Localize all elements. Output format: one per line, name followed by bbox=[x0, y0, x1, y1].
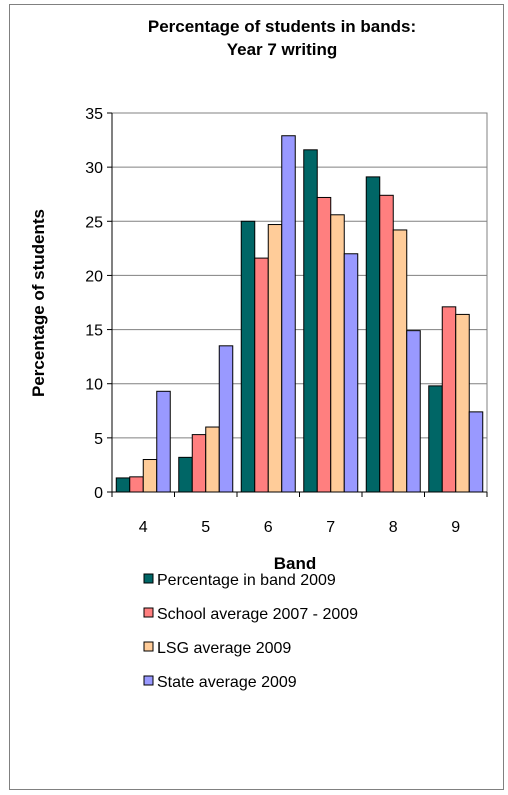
y-tick-label: 10 bbox=[85, 377, 103, 394]
bar bbox=[205, 426, 220, 493]
x-tick-label: 6 bbox=[264, 519, 273, 536]
bar bbox=[379, 194, 394, 493]
y-tick-label: 0 bbox=[94, 485, 103, 502]
bar bbox=[254, 257, 269, 493]
bar bbox=[267, 224, 283, 493]
bar bbox=[115, 477, 131, 493]
y-tick-labels: 0 5 10 15 20 25 30 35 bbox=[85, 106, 112, 502]
legend: Percentage in band 2009 School average 20… bbox=[143, 572, 358, 691]
bar bbox=[281, 135, 296, 493]
y-tick-label: 5 bbox=[94, 431, 103, 448]
x-tick-label: 4 bbox=[139, 519, 148, 536]
legend-label: LSG average 2009 bbox=[157, 640, 291, 657]
x-tick-label: 5 bbox=[201, 519, 210, 536]
x-tick-label: 9 bbox=[451, 519, 460, 536]
legend-swatch bbox=[143, 675, 154, 686]
chart-title-line-2: Year 7 writing bbox=[227, 40, 338, 59]
bar bbox=[303, 149, 318, 493]
x-axis-title: Band bbox=[274, 554, 317, 573]
bar bbox=[406, 330, 421, 493]
bar bbox=[142, 459, 158, 493]
chart-title: Percentage of students in bands: Year 7 … bbox=[148, 17, 416, 59]
bars bbox=[115, 135, 484, 493]
bar bbox=[178, 456, 193, 493]
bar bbox=[218, 345, 234, 493]
y-tick-label: 15 bbox=[85, 323, 103, 340]
bar bbox=[316, 196, 332, 493]
y-tick-label: 20 bbox=[85, 268, 103, 285]
bar bbox=[365, 176, 381, 493]
bar bbox=[240, 220, 256, 493]
y-tick-label: 25 bbox=[85, 214, 103, 231]
legend-label: State average 2009 bbox=[157, 674, 297, 691]
bar bbox=[392, 229, 408, 493]
bar bbox=[330, 214, 345, 493]
y-axis-title: Percentage of students bbox=[29, 209, 48, 397]
bar bbox=[468, 411, 484, 493]
y-tick-label: 35 bbox=[85, 106, 103, 123]
chart-title-line-1: Percentage of students in bands: bbox=[148, 17, 416, 36]
legend-swatch bbox=[143, 607, 154, 618]
bar bbox=[343, 253, 359, 493]
y-tick-label: 30 bbox=[85, 160, 103, 177]
legend-label: School average 2007 - 2009 bbox=[157, 606, 358, 623]
legend-label: Percentage in band 2009 bbox=[157, 572, 336, 589]
bar bbox=[428, 385, 443, 493]
bar bbox=[191, 434, 207, 493]
legend-swatch bbox=[143, 573, 154, 584]
bar bbox=[129, 476, 144, 493]
x-tick-label: 8 bbox=[389, 519, 398, 536]
x-tick-labels: 4 5 6 7 8 9 bbox=[111, 492, 488, 536]
bar bbox=[156, 390, 171, 493]
legend-swatch bbox=[143, 641, 154, 652]
bar bbox=[455, 313, 470, 493]
bar bbox=[441, 306, 457, 493]
x-tick-label: 7 bbox=[326, 519, 335, 536]
